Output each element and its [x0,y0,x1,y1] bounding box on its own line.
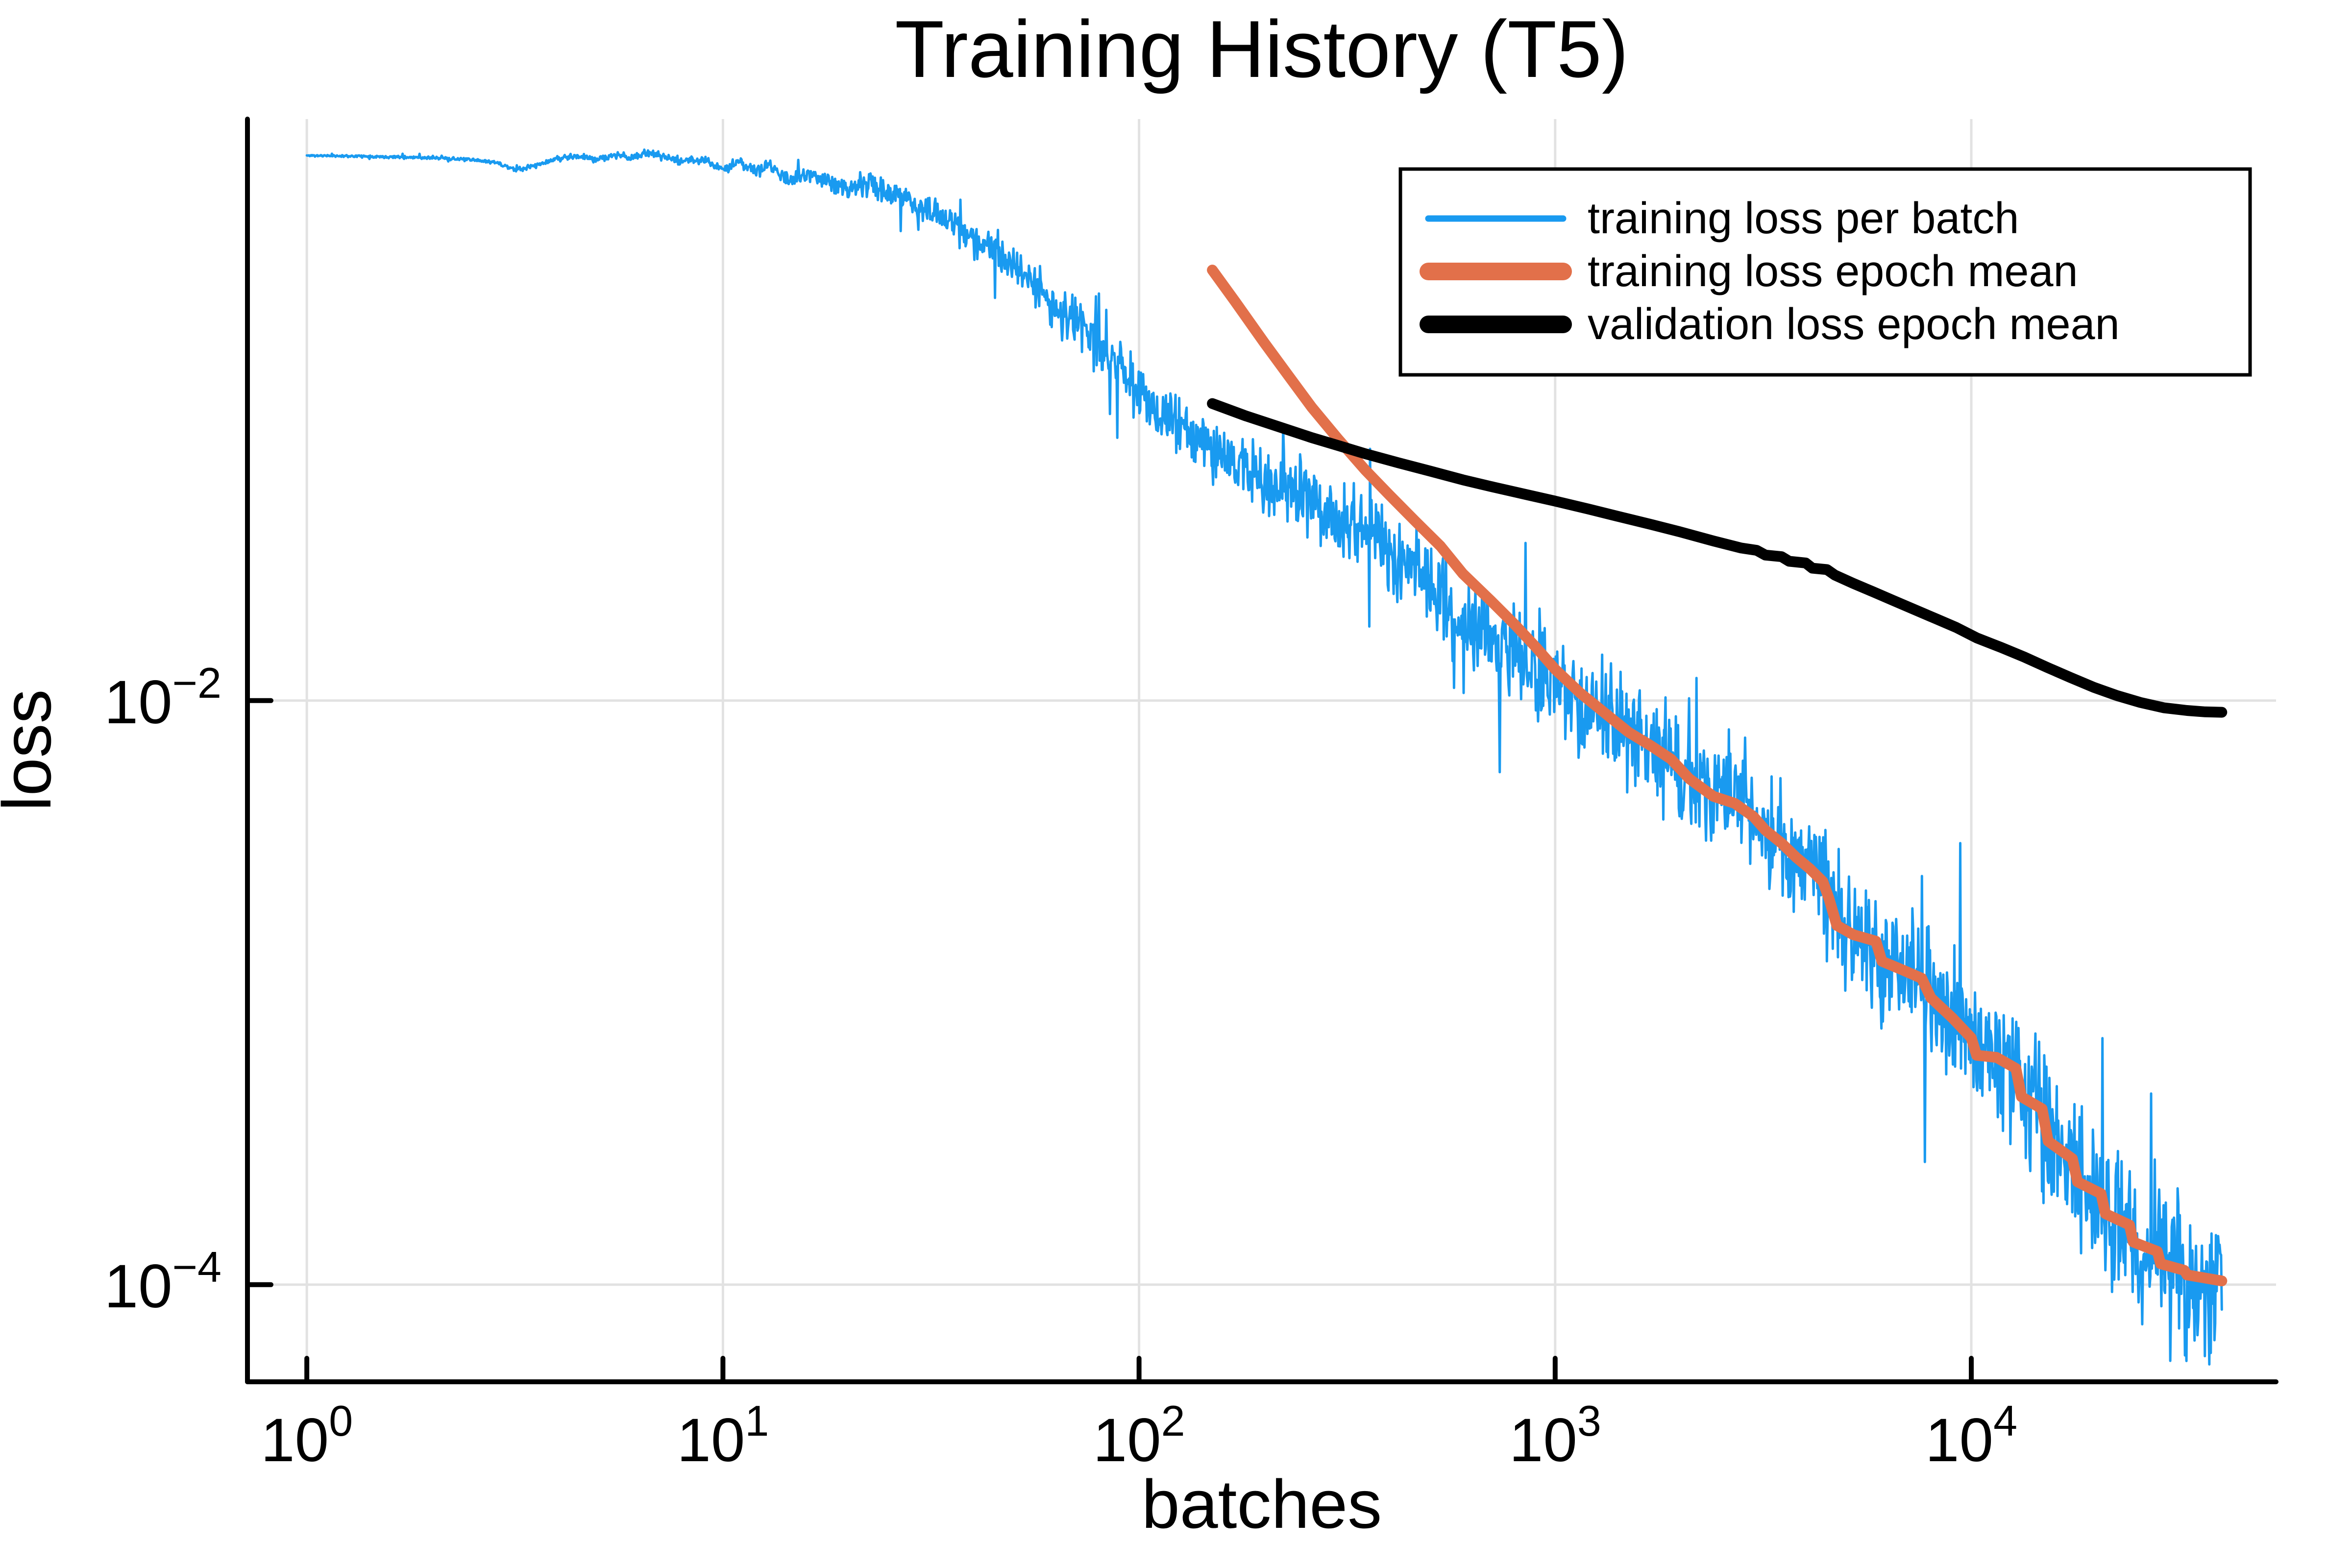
y-tick-label-10e−4: 10−4 [104,1243,221,1321]
series-line-validation-loss-epoch-mean [1207,398,2228,718]
x-tick-label-10e4: 104 [1925,1396,2017,1474]
x-tick-label-10e0: 100 [261,1396,353,1474]
series-lines [305,148,2228,1366]
legend: training loss per batch training loss ep… [1398,167,2252,377]
series-line-training-loss-per-batch [305,148,2223,1366]
x-axis-label: batches [1142,1466,1382,1543]
axes [245,117,2278,1384]
chart-title: Training History (T5) [895,4,1629,94]
x-tick-label-10e1: 101 [677,1396,769,1474]
legend-label-validation-loss-epoch-mean: validation loss epoch mean [1588,300,2120,349]
y-axis-label: loss [0,689,65,811]
legend-label-training-loss-per-batch: training loss per batch [1588,194,2019,243]
x-tick-label-10e3: 103 [1509,1396,1601,1474]
legend-label-training-loss-epoch-mean: training loss epoch mean [1588,247,2078,296]
series-line-training-loss-epoch-mean [1207,265,2228,1287]
x-tick-label-10e2: 102 [1093,1396,1185,1474]
y-tick-label-10e−2: 10−2 [104,659,221,736]
tick-labels: 100 101 102 103 104 10−2 10−4 [104,659,2017,1474]
